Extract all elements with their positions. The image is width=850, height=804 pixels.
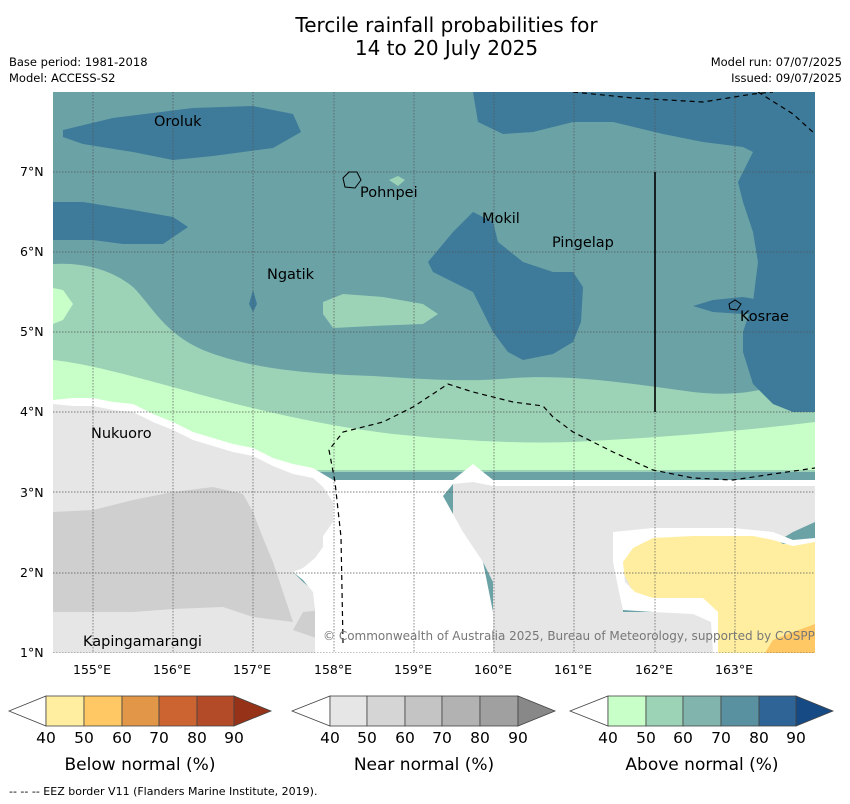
x-tick-156e: 156°E: [153, 662, 192, 677]
region-above-50-pohnpei: [389, 176, 405, 186]
swatch-above-40: [607, 695, 647, 727]
label-pohnpei: Pohnpei: [360, 185, 418, 201]
base-period: Base period: 1981-2018: [9, 55, 148, 69]
colorbars: [7, 695, 835, 727]
copyright-notice: © Commonwealth of Australia 2025, Bureau…: [323, 629, 815, 643]
region-above-70-kosrae: [693, 297, 793, 314]
tick-near-40: 40: [320, 729, 340, 747]
swatch-above-70: [720, 695, 760, 727]
footer-eez-note: -- -- -- EEZ border V11 (Flanders Marine…: [9, 785, 318, 798]
tick-above-40: 40: [598, 729, 618, 747]
tick-above-70: 70: [711, 729, 731, 747]
y-tick-3n: 3°N: [20, 485, 44, 500]
tick-below-70: 70: [149, 729, 169, 747]
swatch-above-90: [795, 695, 835, 727]
region-no-signal-east: [613, 528, 815, 653]
kosrae-island: [728, 299, 742, 311]
region-above-50-mid: [323, 294, 438, 328]
swatch-near-90: [517, 695, 557, 727]
pohnpei-island: [342, 171, 362, 189]
colorbar-label-near: Near normal (%): [353, 755, 495, 775]
swatch-below-60: [121, 695, 160, 727]
map-panel: Oroluk Pohnpei Mokil Pingelap Ngatik Kos…: [53, 92, 815, 653]
x-tick-160e: 160°E: [474, 662, 513, 677]
label-kapingamarangi: Kapingamarangi: [83, 634, 202, 650]
swatch-above-50: [645, 695, 684, 727]
colorbar-near: [290, 695, 557, 727]
eez-borders: [328, 92, 815, 644]
region-above-70-centre: [428, 212, 583, 360]
model-name: Model: ACCESS-S2: [9, 71, 116, 85]
region-below-40: [623, 532, 815, 653]
region-above-40: [53, 360, 815, 470]
tick-near-70: 70: [432, 729, 452, 747]
colorbar-label-above: Above normal (%): [625, 755, 779, 775]
label-mokil: Mokil: [482, 211, 520, 227]
tick-below-60: 60: [112, 729, 132, 747]
region-above-70-north: [473, 92, 815, 184]
tick-near-80: 80: [470, 729, 490, 747]
tick-near-60: 60: [395, 729, 415, 747]
tick-above-60: 60: [673, 729, 693, 747]
tick-below-90: 90: [224, 729, 244, 747]
colorbar-below: [7, 695, 273, 727]
tick-above-50: 50: [636, 729, 656, 747]
swatch-near-70: [441, 695, 481, 727]
region-above-40-west-strip: [53, 288, 73, 324]
colorbar-above: [568, 695, 835, 727]
model-run: Model run: 07/07/2025: [710, 55, 842, 69]
swatch-near-50: [366, 695, 406, 727]
y-tick-7n: 7°N: [20, 164, 44, 179]
x-tick-158e: 158°E: [314, 662, 353, 677]
swatch-below-70: [158, 695, 198, 727]
swatch-near-40: [329, 695, 368, 727]
x-tick-162e: 162°E: [635, 662, 674, 677]
colorbar-label-below: Below normal (%): [64, 755, 216, 775]
tick-near-90: 90: [508, 729, 528, 747]
region-above-70-east: [738, 147, 815, 412]
tick-above-90: 90: [786, 729, 806, 747]
tick-below-80: 80: [187, 729, 207, 747]
x-tick-157e: 157°E: [233, 662, 272, 677]
swatch-above-80: [758, 695, 797, 727]
issued-date: Issued: 09/07/2025: [731, 71, 842, 85]
swatch-above-60: [682, 695, 722, 727]
graticule: [53, 92, 815, 653]
label-kosrae: Kosrae: [740, 309, 789, 325]
meta-right: Model run: 07/07/2025 Issued: 09/07/2025: [711, 54, 842, 86]
tick-below-50: 50: [74, 729, 94, 747]
region-above-70-ngatik: [249, 290, 257, 312]
y-tick-4n: 4°N: [20, 404, 44, 419]
x-tick-163e: 163°E: [715, 662, 754, 677]
region-no-signal: [53, 398, 815, 653]
y-tick-1n: 1°N: [20, 645, 44, 660]
title-line-2: 14 to 20 July 2025: [354, 36, 539, 60]
y-tick-6n: 6°N: [20, 244, 44, 259]
x-tick-161e: 161°E: [554, 662, 593, 677]
label-nukuoro: Nukuoro: [91, 426, 152, 442]
label-ngatik: Ngatik: [267, 267, 315, 283]
y-tick-5n: 5°N: [20, 324, 44, 339]
swatch-below-50: [83, 695, 123, 727]
swatch-near-80: [479, 695, 519, 727]
x-tick-155e: 155°E: [73, 662, 112, 677]
swatch-below-90: [233, 695, 273, 727]
swatch-below-80: [196, 695, 235, 727]
swatch-near-60: [404, 695, 443, 727]
tick-below-40: 40: [36, 729, 56, 747]
label-pingelap: Pingelap: [552, 235, 614, 251]
meta-left: Base period: 1981-2018 Model: ACCESS-S2: [9, 54, 148, 86]
x-tick-159e: 159°E: [394, 662, 433, 677]
tick-near-50: 50: [357, 729, 377, 747]
y-tick-2n: 2°N: [20, 565, 44, 580]
region-below-50: [765, 624, 815, 653]
region-above-70-oroluk: [63, 106, 301, 160]
title-line-1: Tercile rainfall probabilities for: [295, 13, 598, 37]
swatch-below-40: [45, 695, 85, 727]
label-oroluk: Oroluk: [154, 114, 202, 130]
region-above-70-west: [53, 202, 188, 244]
map-title: Tercile rainfall probabilities for 14 to…: [0, 14, 850, 60]
tick-above-80: 80: [749, 729, 769, 747]
